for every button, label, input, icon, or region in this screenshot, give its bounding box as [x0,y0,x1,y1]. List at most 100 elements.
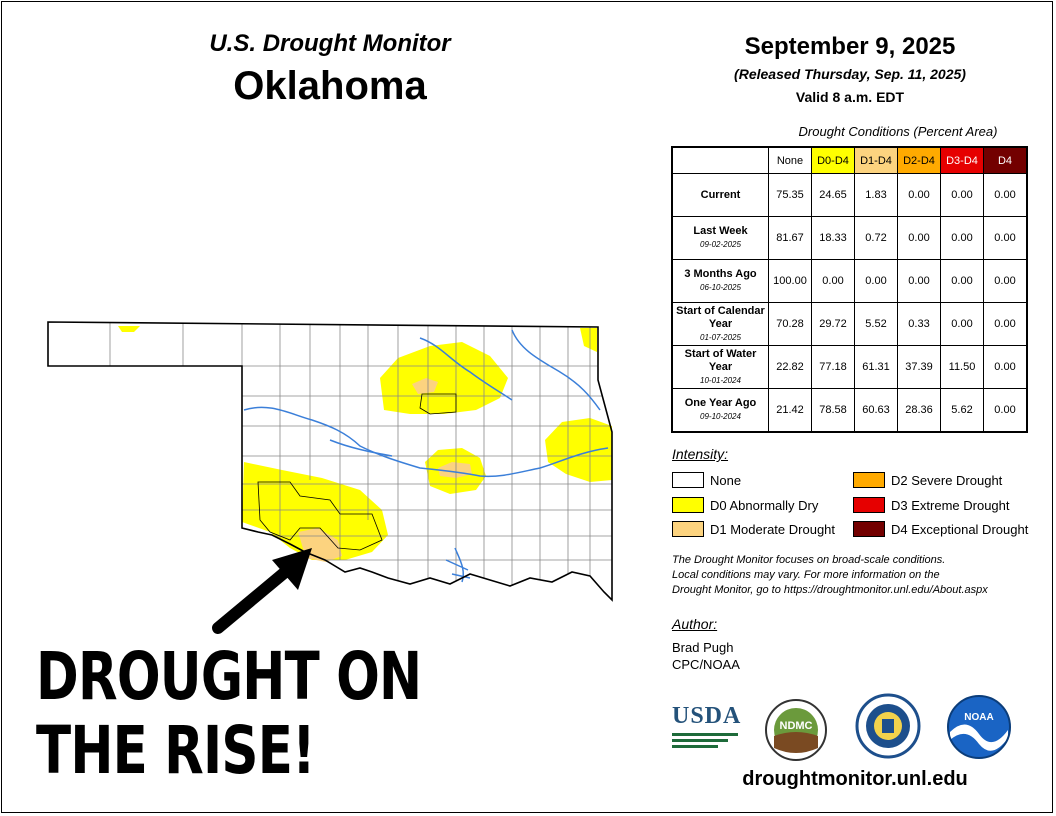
d1-area-north [412,378,438,394]
table-cell: 0.33 [897,302,941,346]
table-cell: 0.00 [854,259,898,303]
ndmc-logo-text: NDMC [780,720,813,732]
table-cell: 0.00 [940,302,984,346]
usda-logo-stripe [672,739,728,742]
row-label-text: One Year Ago [684,397,757,409]
state-outline [47,321,613,602]
author-name: Brad Pugh [672,640,734,655]
legend-item-d2: D2 Severe Drought [853,472,1002,488]
table-row: Start of Water Year 10-01-2024 22.82 77.18 6… [671,345,1028,389]
usda-logo-text: USDA [672,703,742,729]
row-label: Start of Water Year 10-01-2024 [671,345,769,389]
note-line: Drought Monitor, go to https://droughtmo… [672,584,988,596]
d0-area-panhandle [118,326,140,332]
row-date: 01-07-2025 [700,332,741,342]
row-date: 10-01-2024 [700,375,741,385]
table-cell: 60.63 [854,388,898,433]
legend-item-d3: D3 Extreme Drought [853,497,1010,513]
overlay-line: DROUGHT ON [36,638,422,715]
legend-swatch [853,497,885,513]
rivers [243,329,609,583]
table-cell: 0.00 [811,259,855,303]
county-lines [109,322,612,590]
map-date: September 9, 2025 [744,33,956,60]
legend-title: Intensity: [672,446,729,462]
row-label: 3 Months Ago 06-10-2025 [671,259,769,303]
usda-logo-stripe [672,745,718,748]
table-cell: 5.62 [940,388,984,433]
table-title: Drought Conditions (Percent Area) [798,124,998,139]
map-subtitle: U.S. Drought Monitor [209,30,451,57]
table-cell: 100.00 [768,259,812,303]
author-org: CPC/NOAA [672,657,740,672]
table-header-row: None D0-D4 D1-D4 D2-D4 D3-D4 D4 [672,146,1028,174]
table-cell: 29.72 [811,302,855,346]
table-cell: 21.42 [768,388,812,433]
table-row: 3 Months Ago 06-10-2025 100.00 0.00 0.00 0.00… [671,259,1028,303]
legend-label: D0 Abnormally Dry [710,497,819,513]
table-cell: 0.00 [897,259,941,303]
col-header-d3-d4: D3-D4 [940,146,984,174]
row-label-text: 3 Months Ago [684,268,757,280]
row-date: 09-02-2025 [700,240,741,249]
table-cell: 0.00 [940,259,984,303]
row-date: 09-10-2024 [700,412,741,421]
legend-swatch [853,521,885,537]
table-cell: 22.82 [768,345,812,389]
row-label-text: Start of Calendar Year [676,304,765,330]
table-cell: 0.00 [897,216,941,260]
col-header-d2-d4: D2-D4 [897,146,941,174]
table-row: Start of Calendar Year 01-07-2025 70.28 29.… [671,302,1028,346]
table-cell: 11.50 [940,345,984,389]
legend-item-none: None [672,472,741,488]
legend-item-d4: D4 Exceptional Drought [853,521,1028,537]
legend-label: None [710,472,742,488]
overlay-headline: DROUGHT ON THE RISE! [36,638,422,789]
table-cell: 0.00 [940,173,984,217]
usda-logo-stripe [672,733,738,736]
col-header-d4: D4 [983,146,1028,174]
col-header-d1-d4: D1-D4 [854,146,898,174]
table-cell: 0.00 [940,216,984,260]
table-cell: 37.39 [897,345,941,389]
table-cell: 78.58 [811,388,855,433]
table-cell: 70.28 [768,302,812,346]
row-date: 06-10-2025 [700,283,741,292]
col-header-none: None [768,146,812,174]
table-cell: 24.65 [811,173,855,217]
table-cell: 5.52 [854,302,898,346]
author-heading: Author: [672,616,718,632]
release-date: (Released Thursday, Sep. 11, 2025) [734,66,966,82]
row-label-text: Last Week [693,225,748,237]
table-cell: 81.67 [768,216,812,260]
table-row: Current 75.35 24.65 1.83 0.00 0.00 0.00 [671,173,1028,217]
legend-swatch [672,521,704,537]
legend-swatch [672,472,704,488]
note-line: The Drought Monitor focuses on broad-sca… [672,554,946,566]
legend-swatch [853,472,885,488]
row-label-text: Current [700,188,741,201]
ndmc-logo: NDMC [765,699,827,761]
table-cell: 61.31 [854,345,898,389]
table-cell: 0.00 [983,388,1028,433]
website-url[interactable]: droughtmonitor.unl.edu [742,768,968,790]
table-cell: 1.83 [854,173,898,217]
drought-areas [118,326,612,562]
noaa-logo-text: NOAA [964,712,993,723]
table-cell: 0.00 [983,345,1028,389]
row-label-text: Start of Water Year [684,347,757,373]
table-cell: 77.18 [811,345,855,389]
state-title: Oklahoma [233,64,427,108]
col-header-d0-d4: D0-D4 [811,146,855,174]
table-cell: 0.00 [983,259,1028,303]
row-label: Start of Calendar Year 01-07-2025 [671,302,769,346]
legend-item-d0: D0 Abnormally Dry [672,497,818,513]
table-row: One Year Ago 09-10-2024 21.42 78.58 60.63 28.… [671,388,1028,433]
valid-time: Valid 8 a.m. EDT [795,89,905,105]
drought-conditions-table: None D0-D4 D1-D4 D2-D4 D3-D4 D4 Current 7… [671,146,1028,433]
overlay-line: THE RISE! [36,712,316,789]
table-row: Last Week 09-02-2025 81.67 18.33 0.72 0.00 0.0… [671,216,1028,260]
d0-area-east [545,418,612,482]
note-line: Local conditions may vary. For more info… [672,569,940,581]
